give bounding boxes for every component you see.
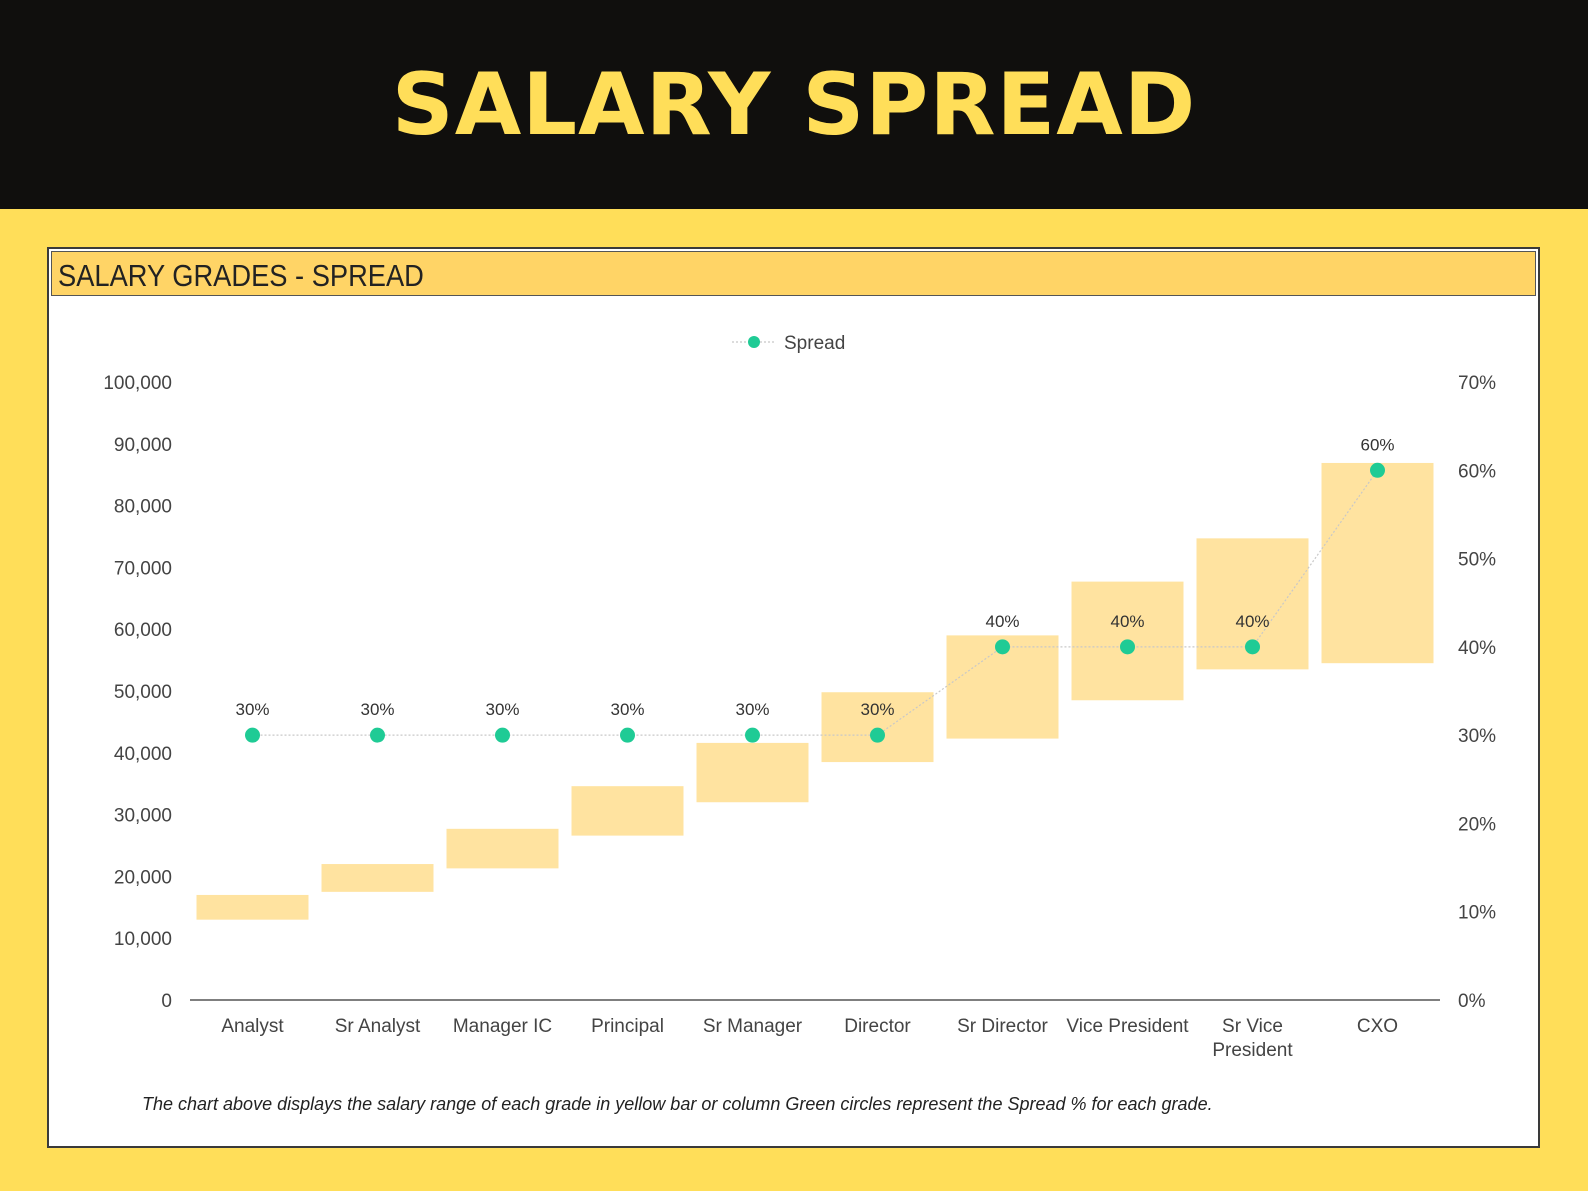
- y-left-tick-label: 50,000: [114, 682, 172, 703]
- x-tick-label: Sr Analyst: [335, 1016, 421, 1037]
- spread-data-label: 30%: [235, 700, 269, 719]
- salary-range-bar: [1321, 462, 1434, 664]
- spread-point: [370, 727, 385, 743]
- salary-range-bar: [821, 692, 934, 763]
- salary-range-bar: [696, 742, 809, 803]
- y-right-tick-label: 70%: [1458, 373, 1496, 394]
- y-left-tick-label: 0: [161, 991, 172, 1012]
- spread-point: [870, 727, 885, 743]
- x-tick-label: Sr Manager: [703, 1016, 803, 1037]
- panel-header: SALARY GRADES - SPREAD: [51, 251, 1536, 296]
- spread-point: [1370, 462, 1385, 478]
- title-banner: SALARY SPREAD: [0, 0, 1588, 209]
- spread-data-label: 40%: [1110, 612, 1144, 631]
- y-left-tick-label: 60,000: [114, 620, 172, 641]
- salary-range-bar: [571, 786, 684, 836]
- chart-footnote: The chart above displays the salary rang…: [142, 1094, 1213, 1114]
- x-tick-label: Manager IC: [453, 1016, 552, 1037]
- spread-point: [995, 639, 1010, 655]
- y-right-tick-label: 0%: [1458, 991, 1486, 1012]
- y-left-tick-label: 90,000: [114, 435, 172, 456]
- y-right-tick-label: 30%: [1458, 726, 1496, 747]
- y-right-tick-label: 60%: [1458, 461, 1496, 482]
- y-left-tick-label: 70,000: [114, 558, 172, 579]
- y-right-tick-label: 10%: [1458, 903, 1496, 924]
- x-tick-label: Analyst: [221, 1016, 284, 1037]
- salary-range-bar: [446, 828, 559, 869]
- spread-data-label: 40%: [985, 612, 1019, 631]
- y-right-tick-label: 40%: [1458, 638, 1496, 659]
- chart-panel: SALARY GRADES - SPREAD: [47, 247, 1540, 1148]
- y-left-tick-label: 40,000: [114, 744, 172, 765]
- y-left-tick-label: 100,000: [103, 373, 172, 394]
- spread-data-label: 30%: [735, 700, 769, 719]
- x-tick-label: Sr Vice President: [1212, 1016, 1293, 1061]
- y-right-tick-label: 50%: [1458, 550, 1496, 571]
- spread-data-label: 60%: [1360, 435, 1394, 454]
- x-tick-label: CXO: [1357, 1016, 1398, 1037]
- y-left-tick-label: 20,000: [114, 867, 172, 888]
- x-tick-label: Vice President: [1066, 1016, 1189, 1037]
- x-tick-label: Principal: [591, 1016, 664, 1037]
- legend-label: Spread: [784, 333, 845, 354]
- spread-data-label: 30%: [485, 700, 519, 719]
- spread-data-label: 30%: [610, 700, 644, 719]
- page-title: SALARY SPREAD: [391, 54, 1197, 155]
- y-left-tick-label: 10,000: [114, 929, 172, 950]
- spread-point: [1245, 639, 1260, 655]
- y-left-tick-label: 80,000: [114, 497, 172, 518]
- panel-title: SALARY GRADES - SPREAD: [58, 258, 424, 293]
- spread-data-label: 30%: [360, 700, 394, 719]
- y-right-tick-label: 20%: [1458, 814, 1496, 835]
- spread-line: [252, 469, 1378, 736]
- spread-data-label: 30%: [860, 700, 894, 719]
- y-left-tick-label: 30,000: [114, 806, 172, 827]
- spread-point: [745, 727, 760, 743]
- x-tick-label: Sr Director: [957, 1016, 1048, 1037]
- spread-point: [495, 727, 510, 743]
- x-tick-label: Director: [844, 1016, 911, 1037]
- spread-point: [1120, 639, 1135, 655]
- salary-range-bar: [321, 864, 434, 892]
- spread-point: [620, 727, 635, 743]
- spread-data-label: 40%: [1235, 612, 1269, 631]
- legend-dot-marker: [748, 336, 760, 348]
- salary-range-bar: [196, 894, 309, 920]
- spread-point: [245, 727, 260, 743]
